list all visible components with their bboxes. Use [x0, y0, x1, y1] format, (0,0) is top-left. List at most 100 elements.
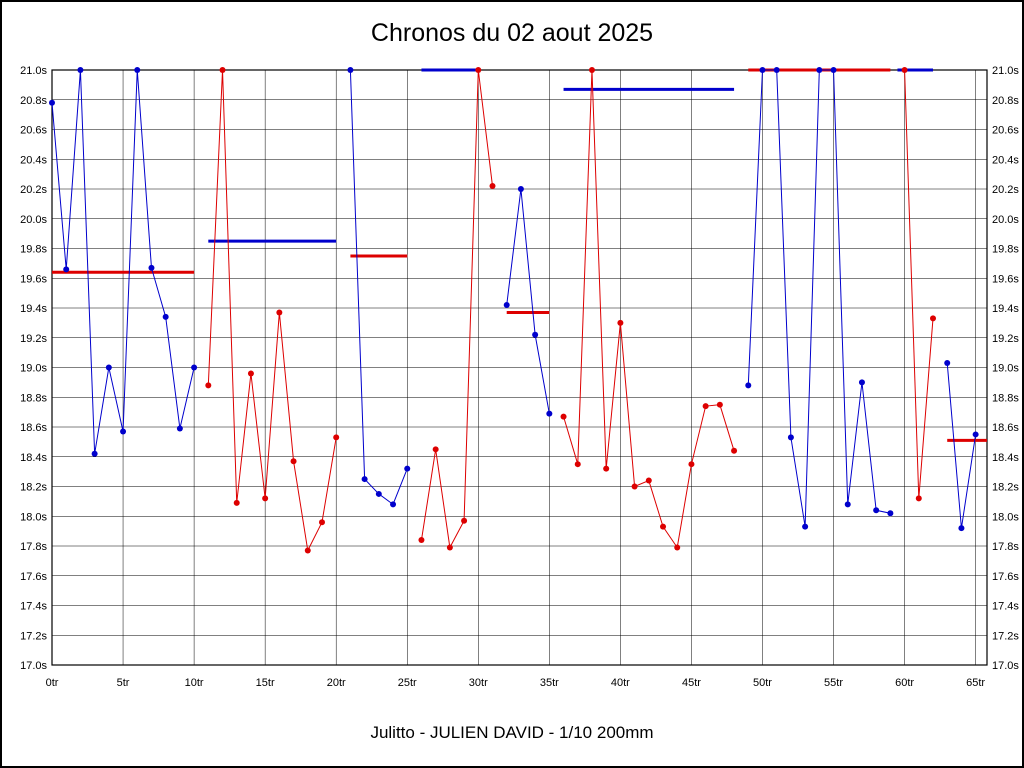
series-blue-line — [349, 69, 408, 506]
y-tick-label-right: 18.0s — [992, 511, 1019, 523]
y-tick-label-left: 20.6s — [20, 125, 47, 137]
series-red-point — [645, 477, 652, 484]
series-blue-line — [747, 69, 891, 527]
y-tick-label-right: 18.2s — [992, 482, 1019, 494]
series-blue-line — [506, 188, 550, 414]
y-tick-label-right: 19.0s — [992, 363, 1019, 375]
series-red-point — [247, 370, 254, 377]
x-tick-label: 50tr — [753, 677, 772, 689]
x-tick-label: 25tr — [398, 677, 417, 689]
y-tick-label-left: 19.4s — [20, 303, 47, 315]
series-red-line — [904, 69, 934, 499]
series-blue-point — [120, 428, 127, 435]
x-tick-label: 35tr — [540, 677, 559, 689]
chart-title: Chronos du 02 aout 2025 — [370, 19, 654, 47]
series-blue-point — [944, 360, 951, 367]
series-blue-point — [546, 410, 553, 417]
series-red-point — [560, 413, 567, 420]
x-tick-label: 65tr — [966, 677, 985, 689]
series-red-point — [446, 544, 453, 551]
series-red-point — [318, 519, 325, 526]
series-blue-point — [375, 490, 382, 497]
series-red-point — [702, 403, 709, 410]
series-blue-point — [958, 525, 965, 532]
y-tick-label-left: 20.8s — [20, 95, 47, 107]
series-blue-point — [390, 501, 397, 508]
y-tick-label-left: 19.6s — [20, 273, 47, 285]
y-tick-label-right: 17.4s — [992, 601, 1019, 613]
y-tick-label-right: 19.8s — [992, 244, 1019, 256]
series-blue-point — [105, 364, 112, 371]
series-blue-point — [844, 501, 851, 508]
y-tick-label-left: 20.0s — [20, 214, 47, 226]
y-tick-label-right: 20.8s — [992, 95, 1019, 107]
series-red-point — [631, 483, 638, 490]
series-red-point — [489, 183, 496, 190]
y-tick-label-left: 17.2s — [20, 630, 47, 642]
y-tick-label-right: 19.6s — [992, 273, 1019, 285]
series-blue-point — [77, 67, 84, 73]
y-tick-label-left: 20.2s — [20, 184, 47, 196]
series-red-point — [688, 461, 695, 468]
y-tick-label-left: 18.2s — [20, 482, 47, 494]
series-blue-point — [787, 434, 794, 441]
y-tick-label-left: 20.4s — [20, 154, 47, 166]
x-tick-label: 40tr — [611, 677, 630, 689]
y-tick-label-right: 17.6s — [992, 571, 1019, 583]
series-red-line — [563, 69, 735, 549]
series-blue-point — [134, 67, 141, 73]
series-red-point — [219, 67, 226, 73]
y-tick-label-left: 18.4s — [20, 452, 47, 464]
series-blue-line — [946, 362, 977, 529]
y-tick-label-left: 18.6s — [20, 422, 47, 434]
series-red-point — [432, 446, 439, 453]
series-blue-point — [745, 382, 752, 389]
series-blue-point — [858, 379, 865, 386]
plot-border — [51, 69, 988, 666]
x-tick-label: 45tr — [682, 677, 701, 689]
series-blue-point — [517, 186, 524, 192]
x-tick-label: 5tr — [117, 677, 130, 689]
series-blue-point — [404, 465, 411, 472]
series-red-point — [588, 67, 595, 73]
y-tick-label-right: 17.0s — [992, 660, 1019, 672]
series-red-point — [930, 315, 937, 322]
x-tick-label: 20tr — [327, 677, 346, 689]
series-red-point — [731, 447, 738, 454]
chart-footer: Julitto - JULIEN DAVID - 1/10 200mm — [370, 723, 654, 742]
series-red-point — [674, 544, 681, 551]
series-blue-point — [162, 313, 169, 320]
series-red-point — [418, 537, 425, 544]
series-blue-point — [802, 523, 809, 530]
series-blue-point — [532, 331, 539, 338]
series-red-point — [716, 401, 723, 408]
y-tick-label-right: 20.6s — [992, 125, 1019, 137]
y-tick-label-left: 19.2s — [20, 333, 47, 345]
series-red-line — [207, 69, 337, 553]
series-blue-point — [191, 364, 198, 371]
series-blue-point — [816, 67, 823, 73]
series-blue-point — [503, 302, 510, 309]
series-blue-point — [361, 476, 368, 483]
x-tick-label: 30tr — [469, 677, 488, 689]
x-tick-label: 0tr — [46, 677, 59, 689]
y-tick-label-left: 21.0s — [20, 65, 47, 77]
series-red-point — [333, 434, 340, 441]
x-tick-label: 55tr — [824, 677, 843, 689]
y-tick-label-right: 21.0s — [992, 65, 1019, 77]
y-tick-label-left: 18.0s — [20, 511, 47, 523]
series-blue-point — [773, 67, 780, 73]
series-blue-point — [148, 264, 155, 271]
y-tick-label-right: 20.2s — [992, 184, 1019, 196]
series-red-point — [276, 309, 283, 316]
y-tick-label-right: 18.8s — [992, 392, 1019, 404]
series-red-point — [233, 499, 240, 506]
series-red-point — [603, 465, 610, 472]
y-tick-label-left: 19.0s — [20, 363, 47, 375]
y-tick-label-left: 17.4s — [20, 601, 47, 613]
series-red-point — [304, 547, 311, 554]
series-red-point — [617, 319, 624, 326]
series-red-point — [461, 517, 468, 524]
series-blue-point — [972, 431, 979, 438]
